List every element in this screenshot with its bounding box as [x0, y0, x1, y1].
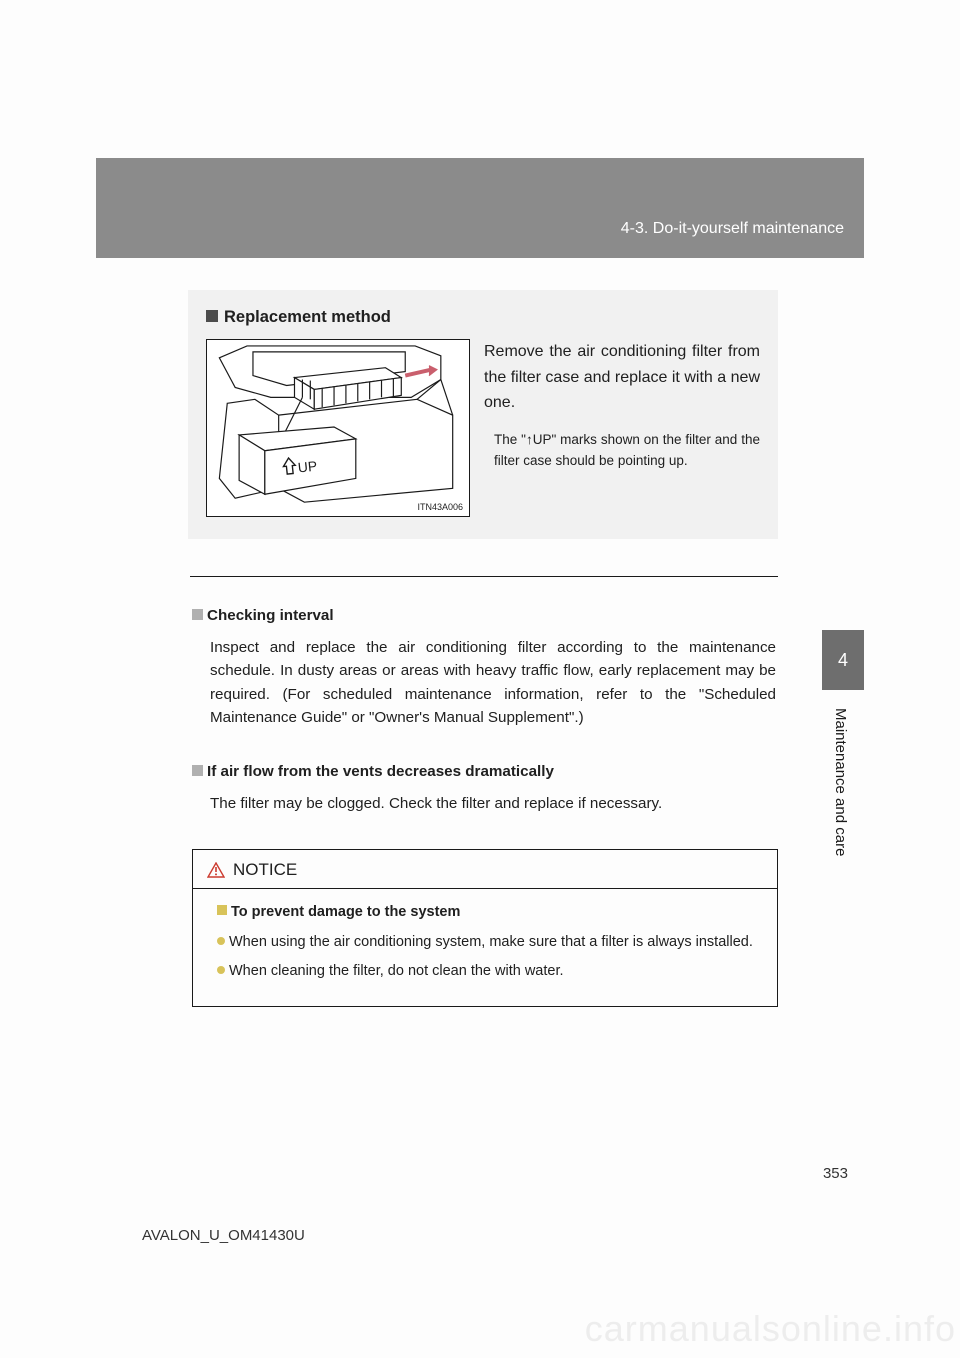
filter-illustration: UP ITN43A006	[206, 339, 470, 517]
notice-item: When using the air conditioning system, …	[217, 931, 753, 953]
section-title: Checking interval	[192, 604, 776, 628]
square-bullet-icon	[206, 310, 218, 322]
callout-row: UP ITN43A006 Remove the air conditioning…	[206, 339, 760, 517]
notice-body: To prevent damage to the system When usi…	[193, 889, 777, 1006]
round-bullet-icon	[217, 966, 225, 974]
warning-triangle-icon	[207, 862, 225, 878]
header-band: 4-3. Do-it-yourself maintenance	[96, 158, 864, 258]
section-title: If air flow from the vents decreases dra…	[192, 760, 776, 784]
manual-page: 4-3. Do-it-yourself maintenance Replacem…	[0, 0, 960, 1358]
square-bullet-icon	[217, 905, 227, 915]
notice-item-text: When using the air conditioning system, …	[229, 934, 753, 950]
document-code: AVALON_U_OM41430U	[142, 1227, 305, 1244]
callout-title: Replacement method	[206, 308, 760, 327]
horizontal-rule	[190, 576, 778, 577]
watermark: carmanualsonline.info	[581, 1300, 960, 1358]
notice-heading: NOTICE	[193, 850, 777, 889]
section-airflow: If air flow from the vents decreases dra…	[192, 760, 776, 815]
square-bullet-icon	[192, 609, 203, 620]
illustration-code: ITN43A006	[417, 502, 463, 512]
round-bullet-icon	[217, 937, 225, 945]
callout-text: Remove the air conditioning filter from …	[470, 339, 760, 517]
chapter-tab: 4 Maintenance and care	[822, 630, 864, 910]
chapter-label: Maintenance and care	[822, 690, 859, 910]
section-title-text: If air flow from the vents decreases dra…	[207, 763, 554, 780]
section-checking-interval: Checking interval Inspect and replace th…	[192, 604, 776, 730]
page-number: 353	[823, 1165, 848, 1182]
notice-title-text: To prevent damage to the system	[231, 904, 460, 920]
illus-up-text: UP	[297, 458, 318, 476]
callout-title-text: Replacement method	[224, 308, 391, 326]
notice-heading-text: NOTICE	[233, 860, 297, 880]
section-title-text: Checking interval	[207, 607, 334, 624]
notice-title: To prevent damage to the system	[217, 901, 753, 923]
section-body: The filter may be clogged. Check the fil…	[192, 792, 776, 816]
chapter-number: 4	[822, 630, 864, 690]
notice-item: When cleaning the filter, do not clean t…	[217, 960, 753, 982]
callout-primary-text: Remove the air conditioning filter from …	[484, 339, 760, 416]
filter-diagram-svg: UP	[207, 340, 469, 516]
replacement-callout: Replacement method	[188, 290, 778, 539]
notice-item-text: When cleaning the filter, do not clean t…	[229, 963, 564, 979]
square-bullet-icon	[192, 765, 203, 776]
section-body: Inspect and replace the air conditioning…	[192, 636, 776, 730]
section-breadcrumb: 4-3. Do-it-yourself maintenance	[621, 220, 844, 238]
callout-secondary-text: The "↑UP" marks shown on the filter and …	[484, 430, 760, 472]
notice-box: NOTICE To prevent damage to the system W…	[192, 849, 778, 1007]
